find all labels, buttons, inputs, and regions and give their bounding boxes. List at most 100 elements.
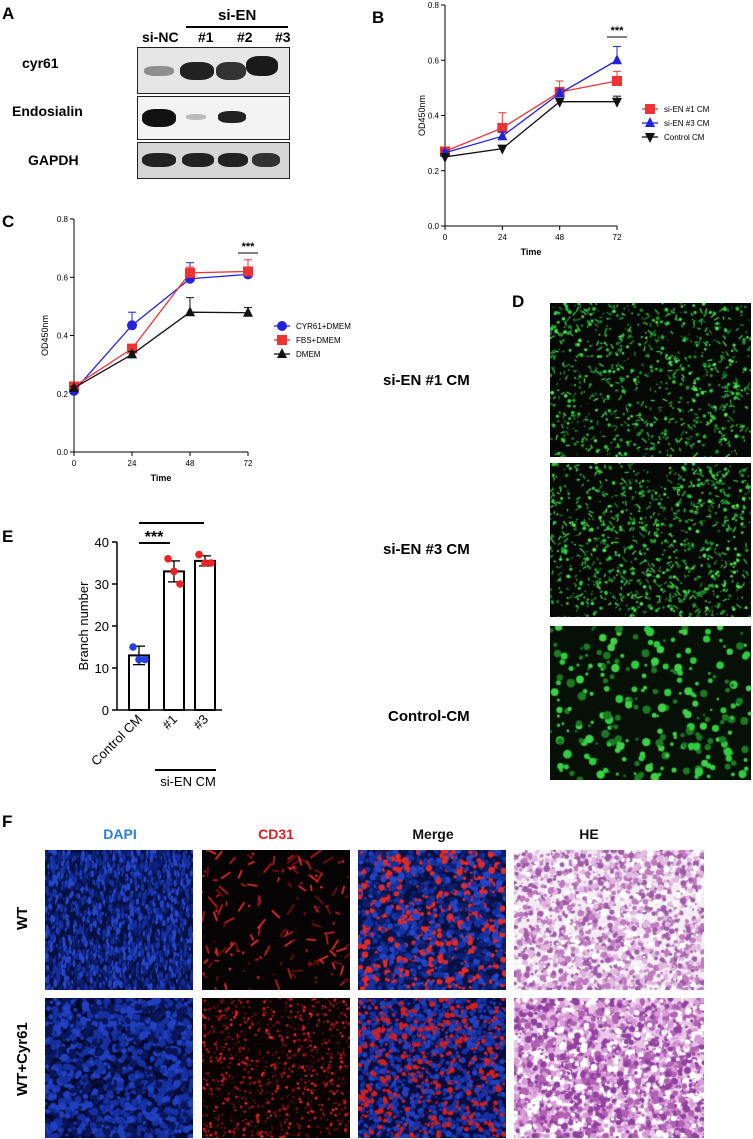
- replicate-point: [135, 655, 143, 664]
- replicate-point: [141, 655, 149, 664]
- blot-row-label-cyr61: cyr61: [22, 55, 59, 71]
- data-point: [243, 266, 253, 277]
- x-tick-label: 0: [443, 233, 448, 242]
- significance-label: ***: [242, 241, 256, 253]
- data-point: [612, 97, 622, 108]
- data-point: [497, 130, 508, 141]
- chart-b: 0.0 0.2 0.4 0.6 0.8 0 24 48 72 Time OD450nm si-EN #…: [417, 1, 710, 257]
- legend-label: FBS+DMEM: [296, 336, 341, 345]
- cd31-image-wt: [202, 850, 350, 990]
- merge-image-wt-cyr61: [358, 998, 506, 1138]
- panel-letter-d: D: [512, 292, 525, 311]
- lane-label-3: #3: [275, 29, 291, 45]
- x-tick-label: 48: [555, 233, 564, 242]
- x-tick-label: 24: [128, 459, 137, 468]
- si-en-group-label: si-EN: [218, 7, 257, 24]
- y-tick-label: 20: [95, 619, 109, 634]
- replicate-point: [164, 555, 172, 563]
- x-tick-label: 72: [613, 233, 622, 242]
- series-line: [444, 80, 618, 153]
- chart-e: 0 10 20 30 40 Branch number Control CM #1 #3 si-E…: [76, 520, 222, 789]
- data-point: [185, 267, 195, 278]
- panel-d-row-label-1: si-EN #1 CM: [383, 372, 470, 389]
- data-point: [243, 306, 253, 317]
- panel-letter-c: C: [2, 212, 15, 231]
- legend-marker: [277, 348, 287, 358]
- legend-label: Control CM: [664, 133, 705, 142]
- replicate-point: [129, 643, 137, 651]
- y-tick-label: 0.8: [428, 1, 440, 10]
- blot-row-label-endosialin: Endosialin: [12, 103, 83, 119]
- y-tick-label: 0.6: [57, 273, 69, 282]
- data-point: [185, 306, 195, 317]
- data-point: [554, 87, 565, 98]
- panel-d-row-label-2: si-EN #3 CM: [383, 541, 470, 558]
- row-label-wt: WT: [14, 906, 31, 930]
- replicate-point: [195, 550, 203, 559]
- lane-label-si-nc: si-NC: [142, 29, 179, 45]
- x-axis-label: Time: [521, 247, 542, 257]
- tube-formation-image-si-en-1: [550, 303, 751, 457]
- legend-label: DMEM: [296, 350, 321, 359]
- panel-d-row-label-3: Control-CM: [388, 708, 470, 725]
- replicate-point: [170, 567, 178, 576]
- x-tick-label: 48: [186, 459, 195, 468]
- tube-formation-image-si-en-3: [550, 463, 751, 617]
- panel-letter-e: E: [2, 527, 14, 546]
- series-line: [73, 311, 249, 389]
- y-tick-label: 0.2: [57, 390, 69, 399]
- y-tick-label: 30: [95, 577, 109, 592]
- column-header-cd31: CD31: [258, 826, 294, 842]
- legend-marker: [645, 133, 655, 143]
- column-header-dapi: DAPI: [103, 826, 137, 842]
- merge-image-wt: [358, 850, 506, 990]
- y-tick-label: 10: [95, 661, 109, 676]
- he-image-wt-cyr61: [514, 998, 704, 1138]
- legend-marker: [645, 104, 655, 114]
- he-image-wt: [514, 850, 704, 990]
- blot-cyr61: [137, 47, 290, 94]
- x-tick-label: 72: [244, 459, 253, 468]
- cd31-image-wt-cyr61: [202, 998, 350, 1138]
- chart-c: 0.0 0.2 0.4 0.6 0.8 0 24 48 72 Time OD450nm CYR61+D…: [40, 215, 351, 483]
- panel-letter-f: F: [2, 812, 13, 831]
- x-tick-label: Control CM: [88, 712, 145, 769]
- blot-endosialin: [137, 96, 290, 140]
- y-tick-label: 0.6: [428, 56, 440, 65]
- y-tick-label: 0: [102, 703, 109, 718]
- y-tick-label: 0.0: [428, 222, 440, 231]
- replicate-point: [201, 559, 209, 567]
- y-axis-label: Branch number: [76, 581, 91, 671]
- group-header-line: [186, 26, 288, 28]
- group-label: si-EN CM: [160, 774, 216, 789]
- tube-formation-image-control: [550, 626, 751, 780]
- x-tick-label: 24: [498, 233, 507, 242]
- lane-label-1: #1: [198, 29, 214, 45]
- y-tick-label: 0.8: [57, 215, 69, 224]
- x-tick-label: 0: [72, 459, 77, 468]
- data-point: [69, 381, 79, 392]
- data-point: [497, 144, 508, 155]
- legend-marker: [645, 117, 655, 127]
- legend-marker: [277, 335, 287, 345]
- series-line: [73, 273, 249, 392]
- series-line: [444, 101, 617, 158]
- column-header-he: HE: [579, 826, 599, 842]
- bar: [194, 559, 216, 712]
- significance-label: ***: [145, 529, 164, 546]
- data-point: [440, 152, 450, 163]
- data-point: [612, 54, 622, 65]
- x-tick-label: #1: [159, 712, 180, 733]
- significance-label: ***: [163, 520, 182, 523]
- y-tick-label: 0.4: [57, 332, 69, 341]
- x-axis-label: Time: [151, 473, 172, 483]
- legend-marker: [277, 321, 287, 331]
- data-point: [497, 122, 508, 133]
- row-label-wt-cyr61: WT+Cyr61: [14, 1022, 31, 1096]
- legend-label: si-EN #3 CM: [664, 119, 710, 128]
- y-axis-label: OD450nm: [40, 315, 50, 356]
- y-tick-label: 0.4: [428, 112, 440, 121]
- y-tick-label: 40: [95, 535, 109, 550]
- series-line: [73, 270, 249, 388]
